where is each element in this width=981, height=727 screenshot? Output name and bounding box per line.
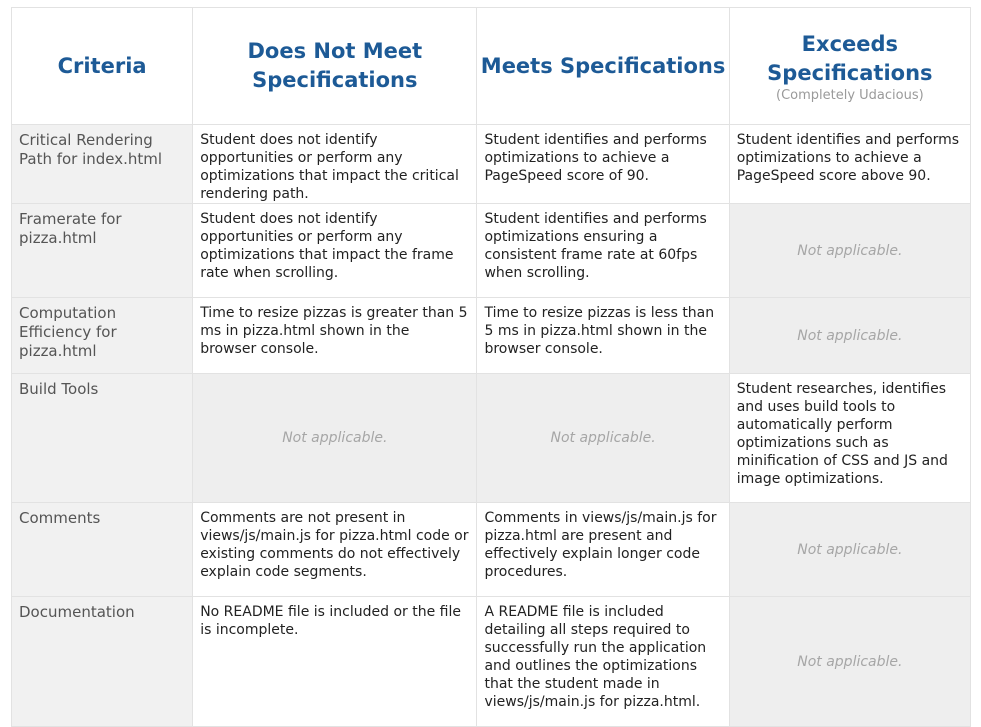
header-exceeds-subtitle: (Completely Udacious) — [776, 87, 924, 103]
header-exceeds-title: Exceeds Specifications — [767, 31, 933, 85]
does-not-meet-cell: Student does not identify opportunities … — [192, 203, 478, 298]
criteria-cell: Comments — [10, 502, 194, 597]
meets-cell: Comments in views/js/main.js for pizza.h… — [476, 502, 730, 597]
criteria-cell: Build Tools — [10, 373, 194, 503]
meets-cell: Student identifies and performs optimiza… — [476, 203, 730, 298]
exceeds-cell: Student researches, identifies and uses … — [728, 373, 972, 503]
meets-cell: A README file is included detailing all … — [476, 596, 730, 727]
header-row: Criteria Does Not Meet Specifications Me… — [10, 7, 972, 125]
table-row: Computation Efficiency for pizza.html Ti… — [10, 297, 972, 374]
table-row: Comments Comments are not present in vie… — [10, 502, 972, 597]
header-does-not-meet: Does Not Meet Specifications — [192, 7, 478, 125]
does-not-meet-cell: Comments are not present in views/js/mai… — [192, 502, 478, 597]
table-row: Documentation No README file is included… — [10, 596, 972, 727]
meets-cell: Student identifies and performs optimiza… — [476, 124, 730, 204]
header-criteria: Criteria — [10, 7, 194, 125]
meets-not-applicable-cell: Not applicable. — [476, 373, 730, 503]
header-exceeds: Exceeds Specifications (Completely Udaci… — [728, 7, 972, 125]
exceeds-not-applicable-cell: Not applicable. — [728, 502, 972, 597]
criteria-cell: Framerate for pizza.html — [10, 203, 194, 298]
does-not-meet-cell: No README file is included or the file i… — [192, 596, 478, 727]
exceeds-not-applicable-cell: Not applicable. — [728, 297, 972, 374]
table-row: Critical Rendering Path for index.html S… — [10, 124, 972, 204]
table-row: Framerate for pizza.html Student does no… — [10, 203, 972, 298]
table-row: Build Tools Not applicable. Not applicab… — [10, 373, 972, 503]
criteria-cell: Documentation — [10, 596, 194, 727]
does-not-meet-not-applicable-cell: Not applicable. — [192, 373, 478, 503]
exceeds-cell: Student identifies and performs optimiza… — [728, 124, 972, 204]
criteria-cell: Critical Rendering Path for index.html — [10, 124, 194, 204]
exceeds-not-applicable-cell: Not applicable. — [728, 203, 972, 298]
meets-cell: Time to resize pizzas is less than 5 ms … — [476, 297, 730, 374]
does-not-meet-cell: Time to resize pizzas is greater than 5 … — [192, 297, 478, 374]
exceeds-not-applicable-cell: Not applicable. — [728, 596, 972, 727]
header-meets: Meets Specifications — [476, 7, 730, 125]
criteria-cell: Computation Efficiency for pizza.html — [10, 297, 194, 374]
does-not-meet-cell: Student does not identify opportunities … — [192, 124, 478, 204]
rubric-table: Criteria Does Not Meet Specifications Me… — [10, 7, 972, 727]
